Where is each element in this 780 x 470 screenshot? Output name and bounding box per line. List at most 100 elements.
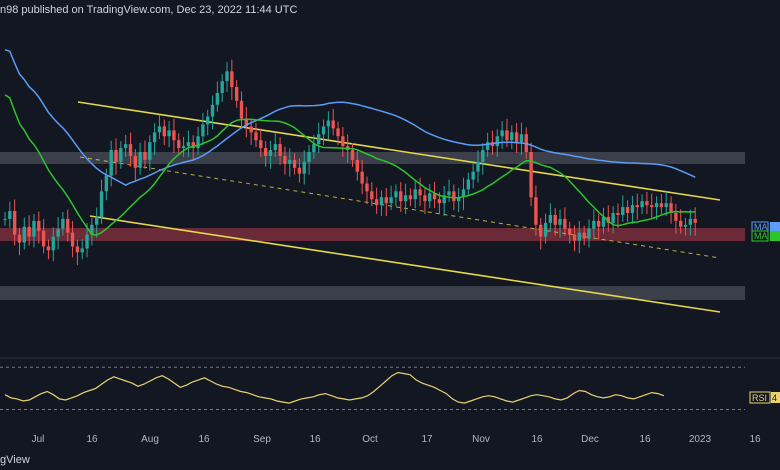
- candle-body: [283, 155, 287, 164]
- candle-body: [355, 159, 360, 172]
- candle-body: [654, 203, 659, 208]
- candle-body: [109, 150, 113, 176]
- rsi-badge-label: RSI: [752, 393, 767, 403]
- candle-body: [268, 150, 273, 156]
- candle-body: [215, 92, 220, 105]
- candle-body: [548, 214, 553, 223]
- candle-body: [466, 179, 471, 190]
- candle-body: [418, 189, 422, 196]
- candle-body: [32, 220, 36, 237]
- candle-body: [543, 222, 548, 237]
- ma-badge-label: MA: [754, 222, 768, 232]
- candle-body: [582, 232, 586, 239]
- x-tick-label: Dec: [581, 434, 599, 445]
- candle-body: [650, 205, 654, 208]
- candle-body: [606, 216, 610, 223]
- candle-body: [56, 228, 60, 237]
- candle-body: [196, 136, 200, 149]
- candle-body: [447, 191, 451, 196]
- candle-body: [331, 120, 335, 129]
- rsi-line: [4, 371, 665, 404]
- candle-body: [635, 205, 639, 208]
- ma-blue-line: [4, 48, 696, 186]
- channel-upper-line: [77, 101, 721, 201]
- candle-body: [191, 142, 195, 149]
- candle-body: [239, 100, 244, 119]
- candle-body: [645, 201, 649, 206]
- candle-body: [432, 193, 437, 200]
- x-tick-label: 16: [198, 434, 210, 445]
- candle-body: [577, 232, 582, 241]
- candle-body: [162, 126, 166, 137]
- candle-body: [312, 144, 316, 152]
- candle-body: [172, 130, 176, 141]
- candle-body: [210, 104, 215, 117]
- x-tick-label: 16: [531, 434, 543, 445]
- x-tick-label: 16: [309, 434, 321, 445]
- candle-body: [621, 207, 625, 215]
- candle-body: [601, 216, 606, 227]
- ma-green-line: [4, 94, 696, 236]
- candle-body: [674, 213, 678, 221]
- candle-body: [177, 140, 181, 149]
- candle-body: [403, 195, 408, 202]
- rsi-badge-box: [749, 391, 771, 404]
- candle-body: [437, 199, 442, 204]
- candle-body: [572, 234, 577, 241]
- candle-body: [616, 213, 620, 215]
- x-tick-label: 16: [639, 434, 651, 445]
- candle-body: [596, 220, 601, 227]
- candle-body: [17, 234, 22, 243]
- candle-body: [360, 171, 364, 184]
- candle-body: [95, 216, 99, 225]
- candle-body: [442, 195, 446, 204]
- moving-averages: [4, 48, 696, 236]
- ma-badge-value: [770, 231, 780, 241]
- candle-body: [374, 199, 379, 206]
- candle-body: [278, 144, 282, 156]
- candle-body: [61, 218, 65, 229]
- candles: [3, 59, 697, 266]
- candle-body: [592, 220, 596, 229]
- candle-body: [41, 230, 46, 247]
- zone-red-mid: [0, 228, 745, 241]
- candle-body: [370, 191, 374, 200]
- candle-body: [123, 144, 128, 149]
- candle-body: [485, 142, 490, 151]
- x-tick-label: 2023: [689, 434, 712, 445]
- candle-body: [104, 175, 109, 192]
- candle-body: [133, 155, 138, 168]
- candle-body: [688, 218, 693, 225]
- x-tick-label: 16: [749, 434, 761, 445]
- channel-lines: [77, 101, 721, 313]
- candle-body: [456, 197, 461, 202]
- x-tick-label: Nov: [472, 434, 490, 445]
- candle-body: [640, 201, 644, 208]
- candle-body: [505, 130, 509, 141]
- tradingview-logo-text: gView: [0, 454, 30, 466]
- candle-body: [143, 152, 147, 160]
- candle-body: [181, 146, 186, 149]
- candle-body: [350, 150, 355, 160]
- candle-body: [138, 152, 142, 168]
- candle-body: [99, 191, 104, 217]
- candle-body: [664, 203, 668, 208]
- candle-body: [292, 159, 297, 168]
- rsi-pane: [0, 366, 745, 410]
- channel-lower-line: [89, 215, 721, 313]
- candle-body: [519, 134, 524, 143]
- candle-body: [529, 152, 533, 198]
- x-tick-label: Aug: [141, 434, 159, 445]
- candle-body: [119, 148, 123, 162]
- candle-body: [244, 118, 249, 127]
- ma-badge-value: [770, 222, 780, 232]
- candle-body: [587, 228, 591, 239]
- candle-body: [75, 246, 80, 253]
- x-tick-label: Jul: [32, 434, 45, 445]
- candle-body: [263, 148, 268, 156]
- candle-body: [80, 248, 84, 253]
- candle-body: [539, 224, 543, 237]
- candle-body: [669, 203, 673, 213]
- candle-body: [230, 71, 234, 88]
- candle-body: [152, 132, 157, 143]
